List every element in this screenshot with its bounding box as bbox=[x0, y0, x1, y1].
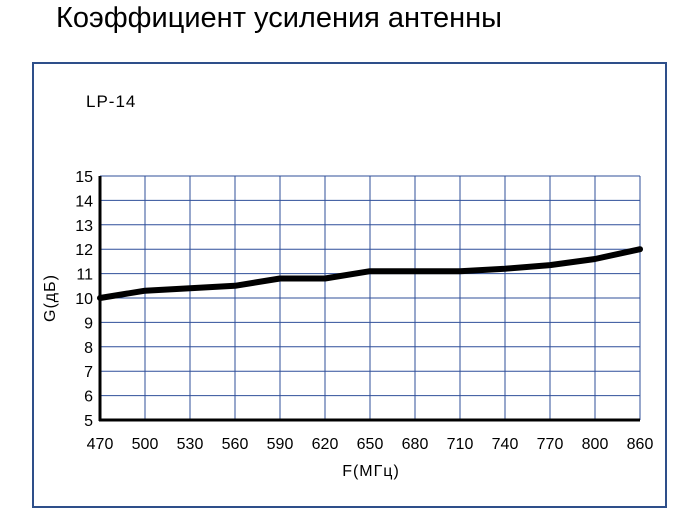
y-tick-label: 10 bbox=[75, 291, 93, 308]
x-tick-label: 590 bbox=[267, 436, 294, 453]
x-tick-label: 740 bbox=[492, 436, 519, 453]
x-tick-label: 680 bbox=[402, 436, 429, 453]
y-tick-label: 13 bbox=[75, 218, 93, 235]
chart-title: LP-14 bbox=[86, 92, 136, 111]
y-axis-label: G(дБ) bbox=[42, 274, 59, 322]
y-tick-label: 8 bbox=[84, 340, 93, 357]
y-tick-label: 5 bbox=[84, 413, 93, 430]
x-tick-label: 560 bbox=[222, 436, 249, 453]
grid bbox=[100, 175, 641, 420]
y-tick-label: 14 bbox=[75, 193, 93, 210]
y-tick-label: 6 bbox=[84, 389, 93, 406]
chart-frame bbox=[32, 62, 667, 508]
y-tick-label: 7 bbox=[84, 364, 93, 381]
x-tick-label: 500 bbox=[132, 436, 159, 453]
series-layer bbox=[97, 246, 643, 301]
x-tick-label: 470 bbox=[87, 436, 114, 453]
x-tick-label: 620 bbox=[312, 436, 339, 453]
page-title: Коэффициент усиления антенны bbox=[56, 2, 503, 34]
y-tick-label: 11 bbox=[76, 267, 93, 284]
y-tick-label: 12 bbox=[75, 242, 93, 259]
x-tick-label: 860 bbox=[627, 436, 654, 453]
x-tick-label: 800 bbox=[582, 436, 609, 453]
x-tick-label: 710 bbox=[447, 436, 474, 453]
y-tick-label: 9 bbox=[84, 315, 93, 332]
x-tick-label: 770 bbox=[537, 436, 564, 453]
y-tick-label: 15 bbox=[75, 169, 93, 186]
x-tick-label: 650 bbox=[357, 436, 384, 453]
x-tick-label: 530 bbox=[177, 436, 204, 453]
x-axis-label: F(МГц) bbox=[342, 463, 400, 480]
tick-labels: 5 6 7 8 9 10 11 12 13 14 15 470 500 530 560 590 620 650 68… bbox=[75, 169, 653, 453]
series-line bbox=[97, 246, 643, 301]
